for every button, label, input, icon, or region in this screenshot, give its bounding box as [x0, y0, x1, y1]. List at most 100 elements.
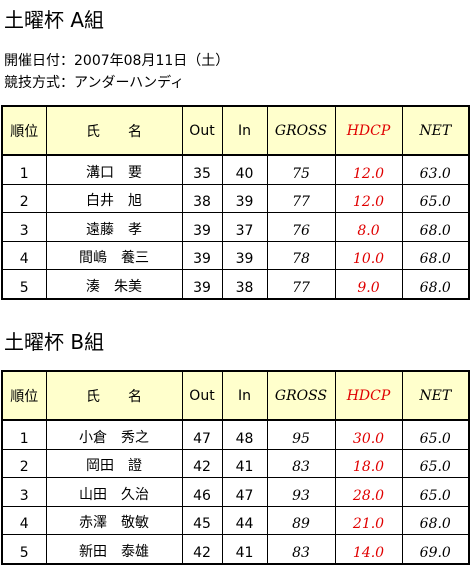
- header-cell: 順位: [1, 370, 47, 421]
- score-table: 順位氏 名 Out In GROSS HDCP NET 1 溝口 要 35 40 75 12.0 63.…: [1, 105, 470, 300]
- header-cell: Out: [181, 105, 223, 156]
- data-cell: 68.0: [401, 269, 470, 300]
- data-cell: 5: [1, 269, 47, 300]
- data-cell: 46: [181, 477, 223, 507]
- data-cell: 65.0: [401, 477, 470, 507]
- data-cell: 4: [1, 505, 47, 536]
- data-cell: 8.0: [334, 212, 403, 242]
- data-cell: 37: [221, 212, 268, 242]
- header-cell: GROSS: [266, 370, 336, 421]
- header-cell: Out: [181, 370, 223, 421]
- data-cell: 68.0: [401, 240, 470, 271]
- data-cell: 18.0: [334, 448, 403, 479]
- data-cell: 77: [266, 269, 336, 300]
- data-cell: 21.0: [334, 505, 403, 536]
- data-cell: 新田 泰雄: [45, 534, 183, 565]
- data-row: 4 間嶋 養三 39 39 78 10.0 68.0: [1, 240, 470, 271]
- header-cell: GROSS: [266, 105, 336, 156]
- data-cell: 69.0: [401, 534, 470, 565]
- header-cell: HDCP: [334, 370, 403, 421]
- data-cell: 39: [181, 240, 223, 271]
- data-row: 3 山田 久治 46 47 93 28.0 65.0: [1, 477, 470, 507]
- data-cell: 65.0: [401, 448, 470, 479]
- data-cell: 38: [221, 269, 268, 300]
- data-cell: 赤澤 敬敏: [45, 505, 183, 536]
- data-cell: 10.0: [334, 240, 403, 271]
- data-cell: 12.0: [334, 154, 403, 185]
- data-cell: 83: [266, 534, 336, 565]
- data-cell: 9.0: [334, 269, 403, 300]
- data-cell: 45: [181, 505, 223, 536]
- data-cell: 1: [1, 154, 47, 185]
- data-cell: 39: [221, 183, 268, 214]
- data-cell: 間嶋 養三: [45, 240, 183, 271]
- data-cell: 2: [1, 183, 47, 214]
- header-cell: 順位: [1, 105, 47, 156]
- data-cell: 65.0: [401, 419, 470, 450]
- data-cell: 48: [221, 419, 268, 450]
- data-cell: 39: [181, 212, 223, 242]
- data-cell: 4: [1, 240, 47, 271]
- data-row: 1 小倉 秀之 47 48 95 30.0 65.0: [1, 419, 470, 450]
- header-cell: NET: [401, 105, 470, 156]
- data-cell: 3: [1, 477, 47, 507]
- section-title: 土曜杯 A組: [4, 8, 105, 32]
- data-cell: 77: [266, 183, 336, 214]
- data-row: 3 遠藤 孝 39 37 76 8.0 68.0: [1, 212, 470, 242]
- data-cell: 68.0: [401, 212, 470, 242]
- data-cell: 38: [181, 183, 223, 214]
- data-cell: 28.0: [334, 477, 403, 507]
- data-cell: 39: [181, 269, 223, 300]
- data-cell: 小倉 秀之: [45, 419, 183, 450]
- data-cell: 78: [266, 240, 336, 271]
- data-cell: 5: [1, 534, 47, 565]
- data-cell: 95: [266, 419, 336, 450]
- info-line: 開催日付：2007年08月11日（土）: [4, 53, 230, 69]
- header-row: 順位氏 名 Out In GROSS HDCP NET: [1, 105, 470, 156]
- data-cell: 65.0: [401, 183, 470, 214]
- data-row: 4 赤澤 敬敏 45 44 89 21.0 68.0: [1, 505, 470, 536]
- data-cell: 44: [221, 505, 268, 536]
- data-cell: 山田 久治: [45, 477, 183, 507]
- header-cell: In: [221, 370, 268, 421]
- data-cell: 93: [266, 477, 336, 507]
- data-cell: 湊 朱美: [45, 269, 183, 300]
- data-cell: 溝口 要: [45, 154, 183, 185]
- data-cell: 岡田 證: [45, 448, 183, 479]
- data-cell: 63.0: [401, 154, 470, 185]
- data-row: 5 新田 泰雄 42 41 83 14.0 69.0: [1, 534, 470, 565]
- data-row: 2 白井 旭 38 39 77 12.0 65.0: [1, 183, 470, 214]
- header-cell: In: [221, 105, 268, 156]
- data-cell: 3: [1, 212, 47, 242]
- header-row: 順位氏 名 Out In GROSS HDCP NET: [1, 370, 470, 421]
- header-cell: NET: [401, 370, 470, 421]
- data-cell: 12.0: [334, 183, 403, 214]
- data-cell: 41: [221, 448, 268, 479]
- data-cell: 47: [221, 477, 268, 507]
- info-line: 競技方式：アンダーハンディ: [4, 75, 185, 91]
- data-cell: 76: [266, 212, 336, 242]
- data-cell: 42: [181, 534, 223, 565]
- data-cell: 14.0: [334, 534, 403, 565]
- data-cell: 68.0: [401, 505, 470, 536]
- data-cell: 1: [1, 419, 47, 450]
- data-cell: 白井 旭: [45, 183, 183, 214]
- header-cell: 氏 名: [45, 370, 183, 421]
- data-cell: 42: [181, 448, 223, 479]
- data-cell: 30.0: [334, 419, 403, 450]
- data-cell: 35: [181, 154, 223, 185]
- data-cell: 39: [221, 240, 268, 271]
- data-cell: 83: [266, 448, 336, 479]
- data-cell: 75: [266, 154, 336, 185]
- score-table: 順位氏 名 Out In GROSS HDCP NET 1 小倉 秀之 47 48 95 30.0 65…: [1, 370, 470, 565]
- data-cell: 41: [221, 534, 268, 565]
- data-cell: 2: [1, 448, 47, 479]
- data-row: 1 溝口 要 35 40 75 12.0 63.0: [1, 154, 470, 185]
- data-row: 2 岡田 證 42 41 83 18.0 65.0: [1, 448, 470, 479]
- header-cell: 氏 名: [45, 105, 183, 156]
- header-cell: HDCP: [334, 105, 403, 156]
- data-cell: 遠藤 孝: [45, 212, 183, 242]
- section-title: 土曜杯 B組: [4, 330, 105, 354]
